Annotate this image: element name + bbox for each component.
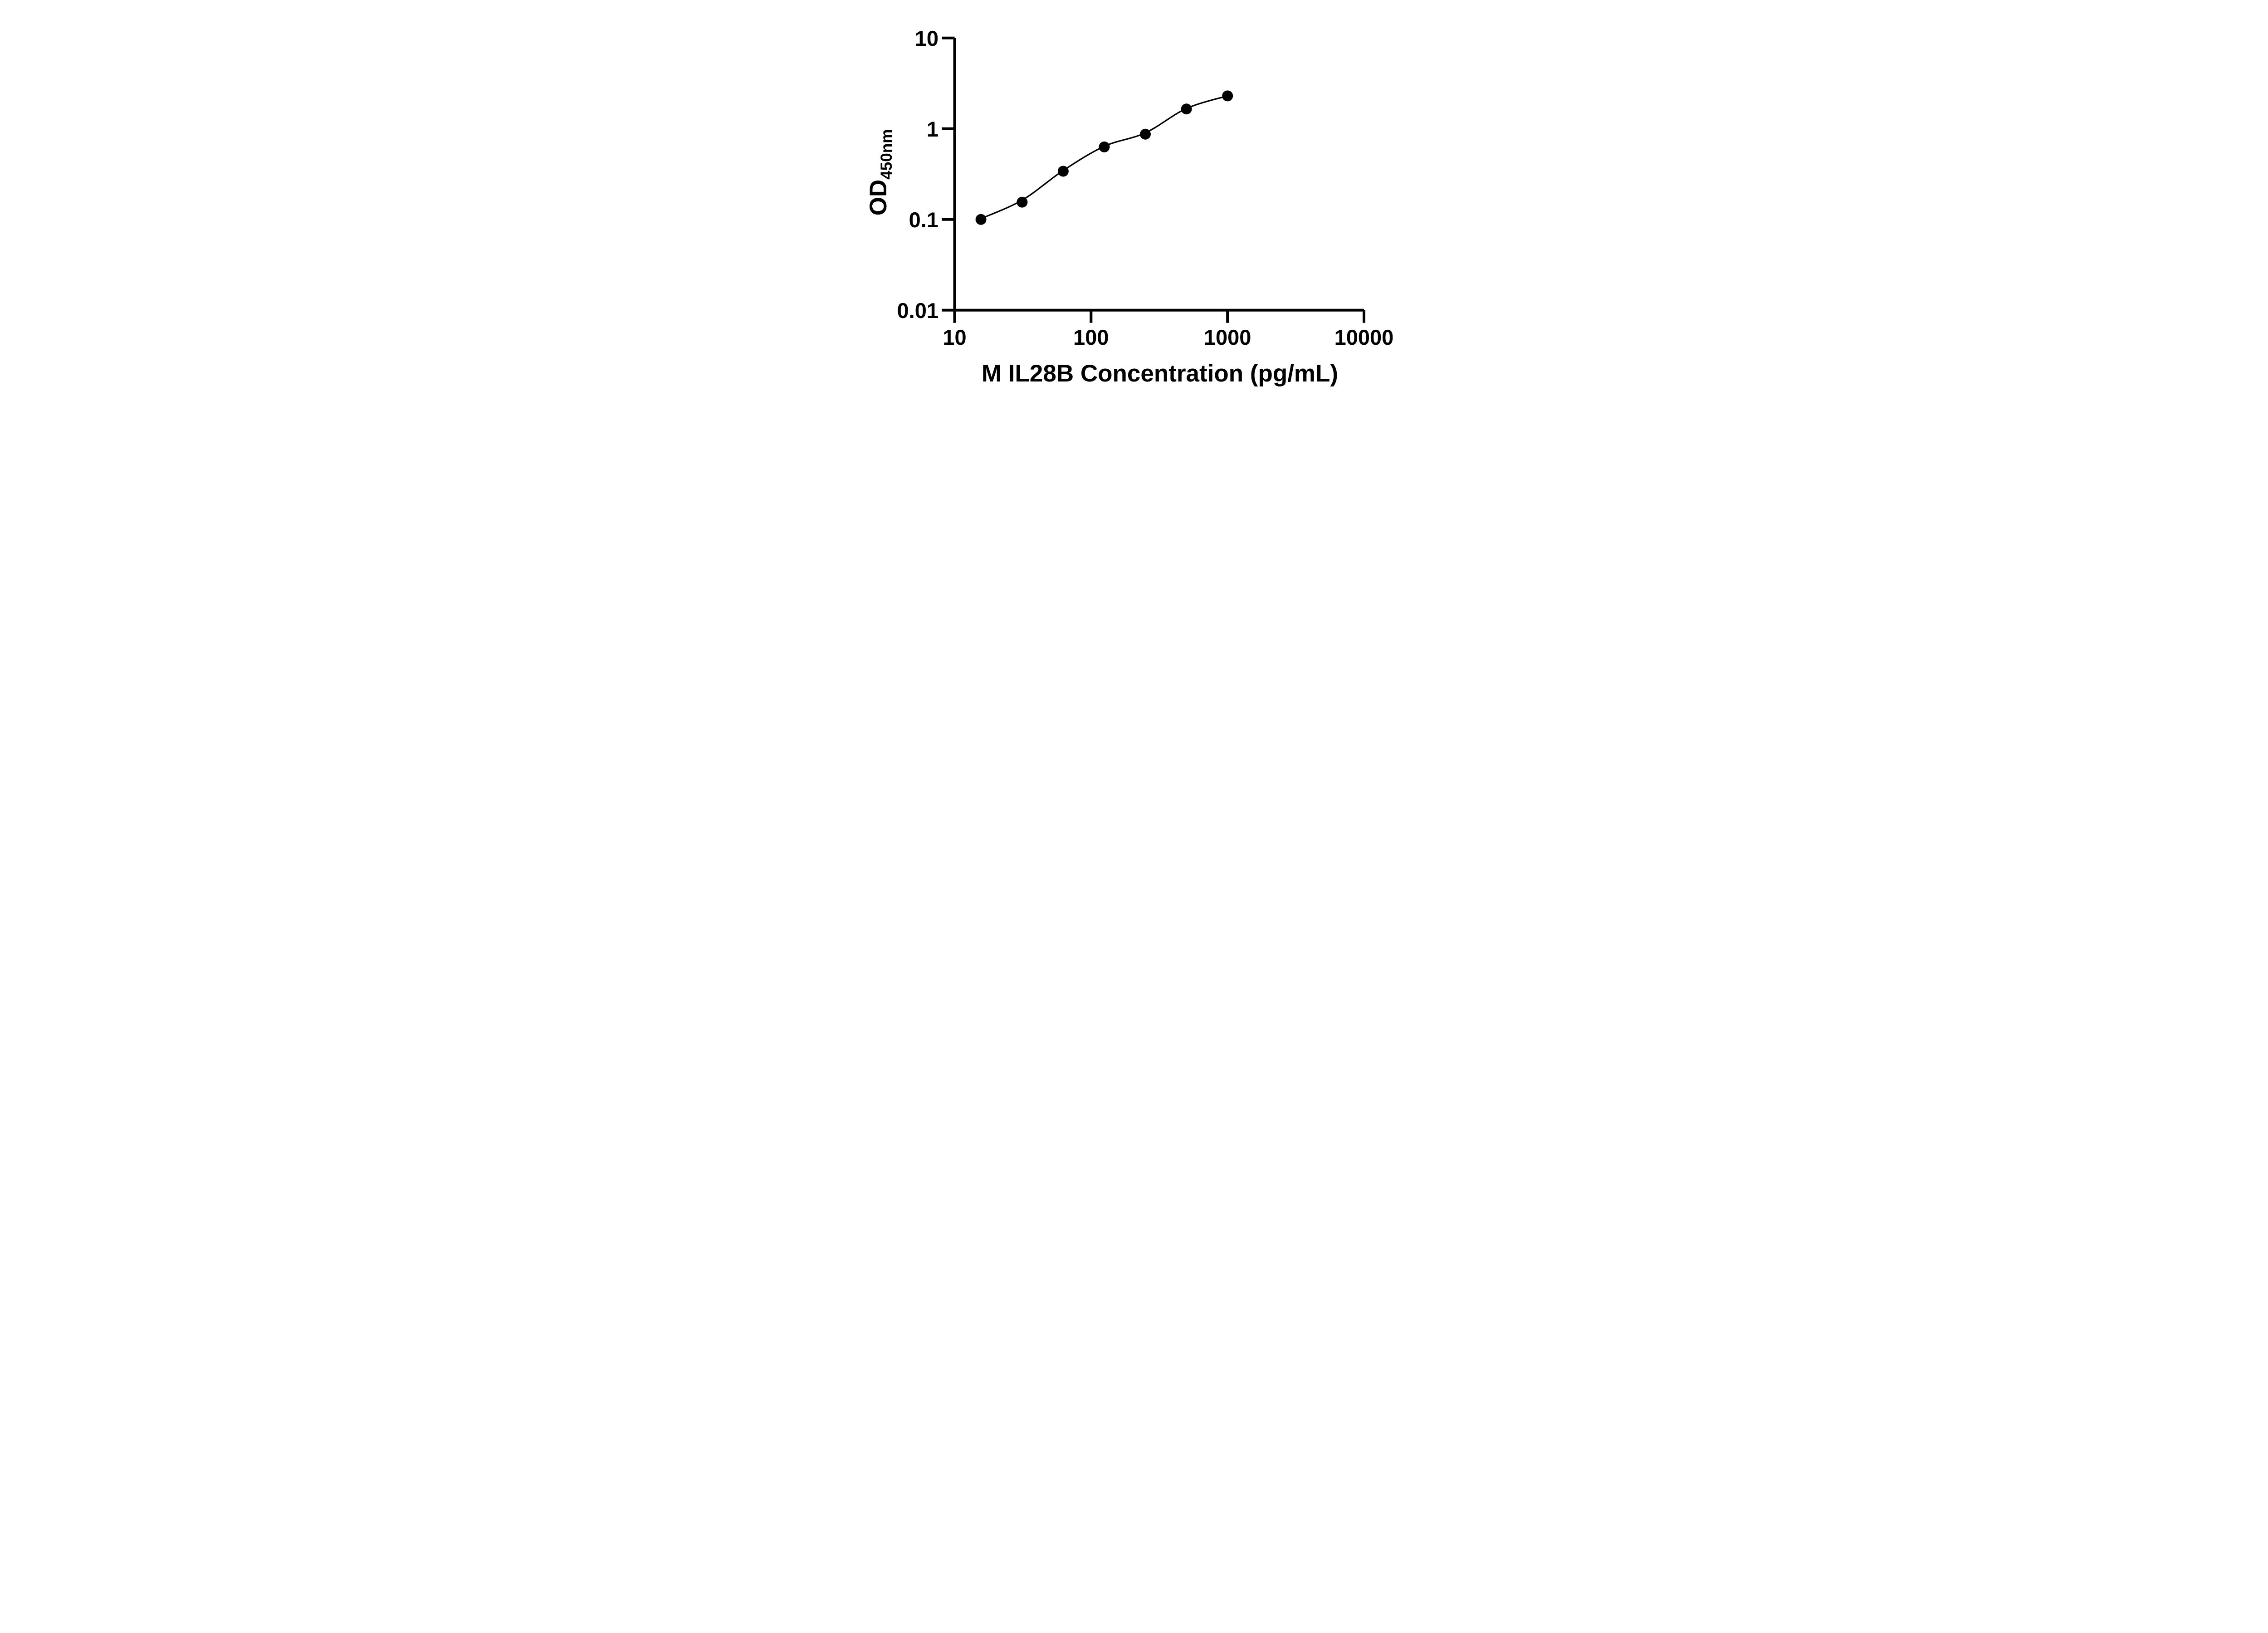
y-axis-tick-label: 10 <box>915 26 938 50</box>
x-axis-tick-label: 100 <box>1073 325 1109 349</box>
axis-tick-layer: 10 100 1000 10000 10 1 0.1 0.01 <box>897 26 1394 349</box>
y-axis-tick-label: 0.01 <box>897 298 938 323</box>
y-axis-title: OD450nm <box>865 129 895 215</box>
y-axis-title-subscript: 450nm <box>878 129 895 180</box>
y-axis-tick-label: 0.1 <box>909 208 938 232</box>
data-point-marker <box>1222 90 1233 102</box>
y-axis-tick-label: 1 <box>927 117 938 141</box>
data-point-marker <box>1057 166 1069 177</box>
data-point-marker <box>1017 196 1028 208</box>
data-point-layer <box>975 90 1233 225</box>
x-axis-title: M IL28B Concentration (pg/mL) <box>982 360 1338 387</box>
x-axis-tick-label: 1000 <box>1204 325 1251 349</box>
x-axis-tick-label: 10000 <box>1334 325 1394 349</box>
data-point-marker <box>975 214 987 225</box>
data-point-marker <box>1099 141 1110 152</box>
elisa-standard-curve-figure: 10 100 1000 10000 10 1 0.1 0.01 M IL28B Concent… <box>842 0 1426 408</box>
data-point-marker <box>1181 103 1192 115</box>
data-point-marker <box>1140 128 1151 140</box>
x-axis-tick-label: 10 <box>943 325 966 349</box>
plot-canvas: 10 100 1000 10000 10 1 0.1 0.01 M IL28B Concent… <box>865 26 1394 387</box>
y-axis-title-main: OD <box>865 180 892 216</box>
axis-frame <box>953 38 1364 312</box>
